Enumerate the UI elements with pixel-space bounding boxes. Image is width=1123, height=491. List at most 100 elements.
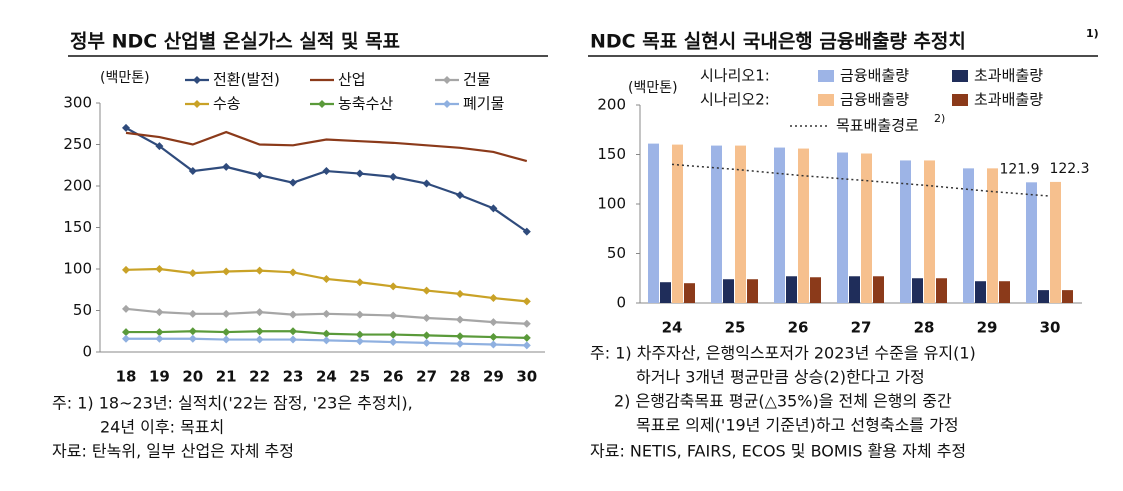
legend-note: 2) — [934, 112, 945, 125]
point — [255, 308, 264, 317]
point — [222, 335, 231, 344]
bar — [672, 144, 683, 303]
point — [188, 269, 197, 278]
bar — [987, 168, 998, 303]
point — [522, 341, 531, 350]
point — [489, 340, 498, 349]
x-tick-label: 24 — [316, 368, 337, 386]
y-tick-label: 150 — [63, 218, 92, 236]
bar — [684, 283, 695, 303]
y-tick-label: 250 — [63, 135, 92, 153]
bar — [924, 160, 935, 303]
point — [389, 330, 398, 339]
point — [522, 227, 531, 236]
bar — [849, 276, 860, 303]
x-tick-label: 29 — [483, 368, 504, 386]
point — [322, 274, 331, 283]
x-tick-label: 28 — [914, 319, 935, 337]
bar — [837, 152, 848, 303]
legend-group: 시나리오2: — [700, 91, 770, 109]
bar — [936, 278, 947, 303]
legend-label: 금융배출량 — [840, 67, 909, 85]
y-unit: (백만톤) — [628, 80, 678, 96]
x-tick-label: 25 — [349, 368, 370, 386]
bar — [912, 278, 923, 303]
value-label: 121.9 — [999, 161, 1039, 177]
point — [289, 268, 297, 277]
point — [522, 333, 531, 342]
point — [422, 286, 431, 295]
legend-swatch — [952, 70, 968, 82]
legend-label: 농축수산 — [338, 95, 393, 113]
point — [522, 319, 531, 328]
legend-group: 시나리오1: — [700, 67, 770, 85]
x-tick-label: 23 — [283, 368, 304, 386]
x-tick-label: 27 — [416, 368, 437, 386]
point — [188, 334, 197, 343]
y-tick-label: 50 — [73, 301, 92, 319]
legend-marker — [193, 76, 201, 84]
point — [489, 204, 498, 213]
legend-label: 초과배출량 — [974, 91, 1043, 109]
x-tick-label: 24 — [662, 319, 683, 337]
point — [389, 172, 398, 181]
point — [456, 339, 464, 348]
x-tick-label: 28 — [450, 368, 471, 386]
point — [188, 167, 197, 176]
legend-swatch — [952, 94, 968, 106]
legend-label: 산업 — [338, 71, 366, 89]
y-unit: (백만톤) — [100, 70, 150, 86]
point — [155, 142, 164, 151]
legend-marker — [443, 100, 451, 108]
note: 주: 1) 18~23년: 실적치('22는 잠정, '23은 추정치), — [52, 394, 413, 413]
bar — [1038, 290, 1049, 303]
bar — [1050, 181, 1061, 303]
point — [155, 265, 164, 273]
note: 주: 1) 차주자산, 은행익스포저가 2023년 수준을 유지(1) — [590, 344, 976, 363]
bar — [963, 168, 974, 303]
point — [355, 278, 364, 287]
x-tick-label: 20 — [182, 368, 203, 386]
legend-marker — [193, 100, 201, 108]
legend-label: 목표배출경로 — [836, 117, 919, 135]
y-tick-label: 200 — [63, 177, 92, 195]
y-tick-label: 100 — [63, 260, 92, 278]
point — [489, 294, 498, 303]
note: 목표로 의제('19년 기준년)하고 선형축소를 가정 — [636, 416, 959, 435]
note: 자료: NETIS, FAIRS, ECOS 및 BOMIS 활용 자체 추정 — [590, 442, 966, 461]
series-line — [671, 163, 1051, 197]
bar — [648, 143, 659, 303]
x-tick-label: 27 — [851, 319, 872, 337]
point — [456, 191, 464, 200]
legend-swatch — [818, 94, 834, 106]
point — [489, 333, 498, 342]
note: 2) 은행감축목표 평균(△35%)을 전체 은행의 중간 — [614, 392, 952, 411]
series-line — [125, 267, 527, 303]
point — [222, 267, 231, 276]
legend-label: 폐기물 — [463, 95, 504, 113]
point — [155, 308, 164, 317]
bar — [747, 279, 758, 303]
point — [222, 309, 231, 318]
point — [322, 336, 331, 345]
point — [389, 282, 398, 291]
y-tick-label: 100 — [597, 195, 626, 213]
y-tick-label: 150 — [597, 145, 626, 163]
point — [222, 328, 231, 337]
point — [188, 309, 197, 318]
x-tick-label: 29 — [977, 319, 998, 337]
point — [255, 266, 264, 275]
series-line — [125, 130, 528, 163]
point — [456, 332, 464, 341]
point — [422, 338, 431, 347]
point — [522, 297, 531, 306]
legend-label: 금융배출량 — [840, 91, 909, 109]
legend-marker — [443, 76, 451, 84]
legend-label: 수송 — [213, 95, 241, 113]
x-tick-label: 25 — [725, 319, 746, 337]
point — [422, 179, 431, 188]
point — [389, 338, 398, 347]
point — [422, 331, 431, 340]
point — [255, 335, 264, 344]
